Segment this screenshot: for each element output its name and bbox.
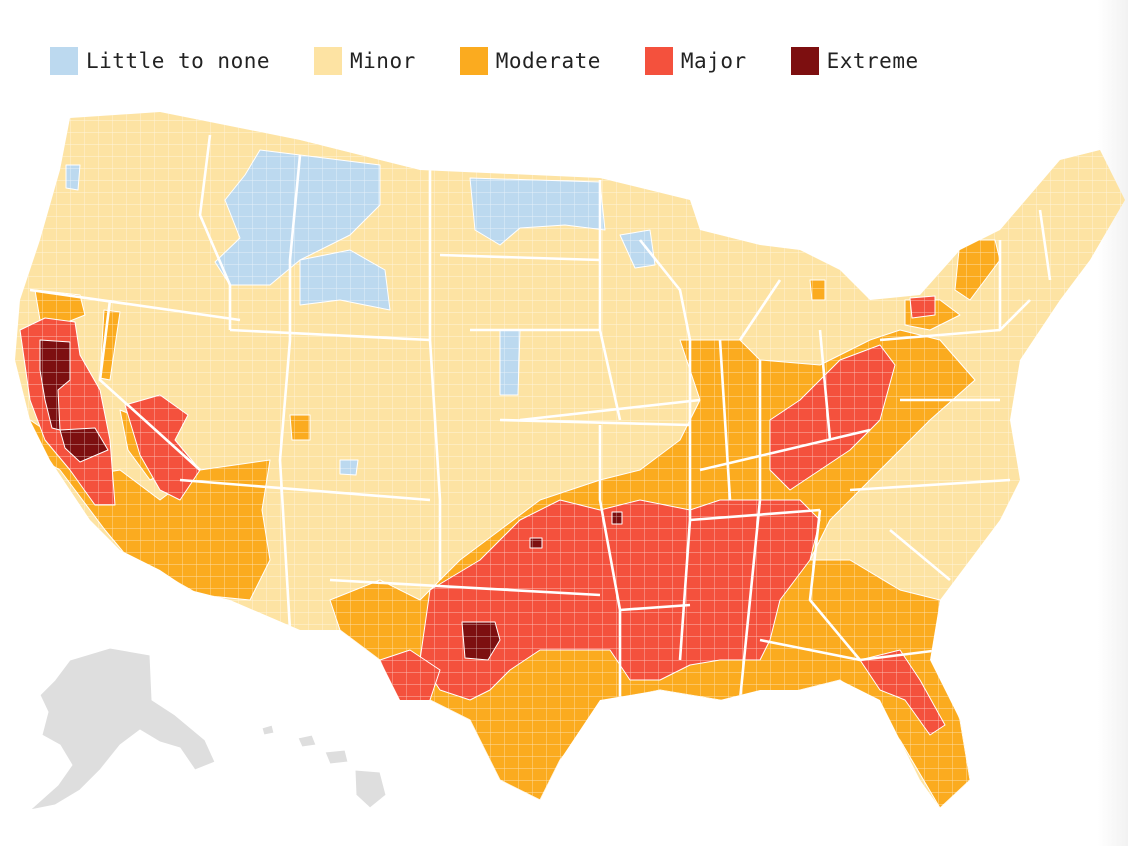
map-legend: Little to none Minor Moderate Major Extr… (50, 46, 963, 76)
us-choropleth-map (15, 112, 1125, 811)
alaska-shape (29, 647, 216, 811)
legend-item-extreme: Extreme (790, 47, 919, 75)
hawaii-island (297, 734, 317, 748)
hawaii-island (261, 724, 275, 736)
legend-label: Minor (350, 49, 416, 73)
legend-swatch (50, 47, 78, 75)
hawaii-inset (261, 724, 387, 809)
legend-label: Moderate (495, 49, 601, 73)
hawaii-island (354, 769, 387, 809)
legend-label: Little to none (86, 49, 271, 73)
alaska-inset (29, 647, 216, 811)
legend-label: Extreme (826, 49, 919, 73)
legend-swatch (790, 47, 819, 75)
legend-item-major: Major (644, 47, 747, 75)
state-borders (29, 134, 1052, 701)
legend-swatch (314, 47, 343, 75)
hawaii-island (324, 749, 349, 765)
legend-item-little-to-none: Little to none (50, 47, 270, 75)
legend-item-minor: Minor (314, 47, 416, 75)
page-edge-shadow (1098, 0, 1128, 846)
legend-item-moderate: Moderate (459, 47, 601, 75)
legend-swatch (644, 47, 673, 75)
legend-label: Major (680, 49, 747, 73)
legend-swatch (459, 47, 488, 75)
